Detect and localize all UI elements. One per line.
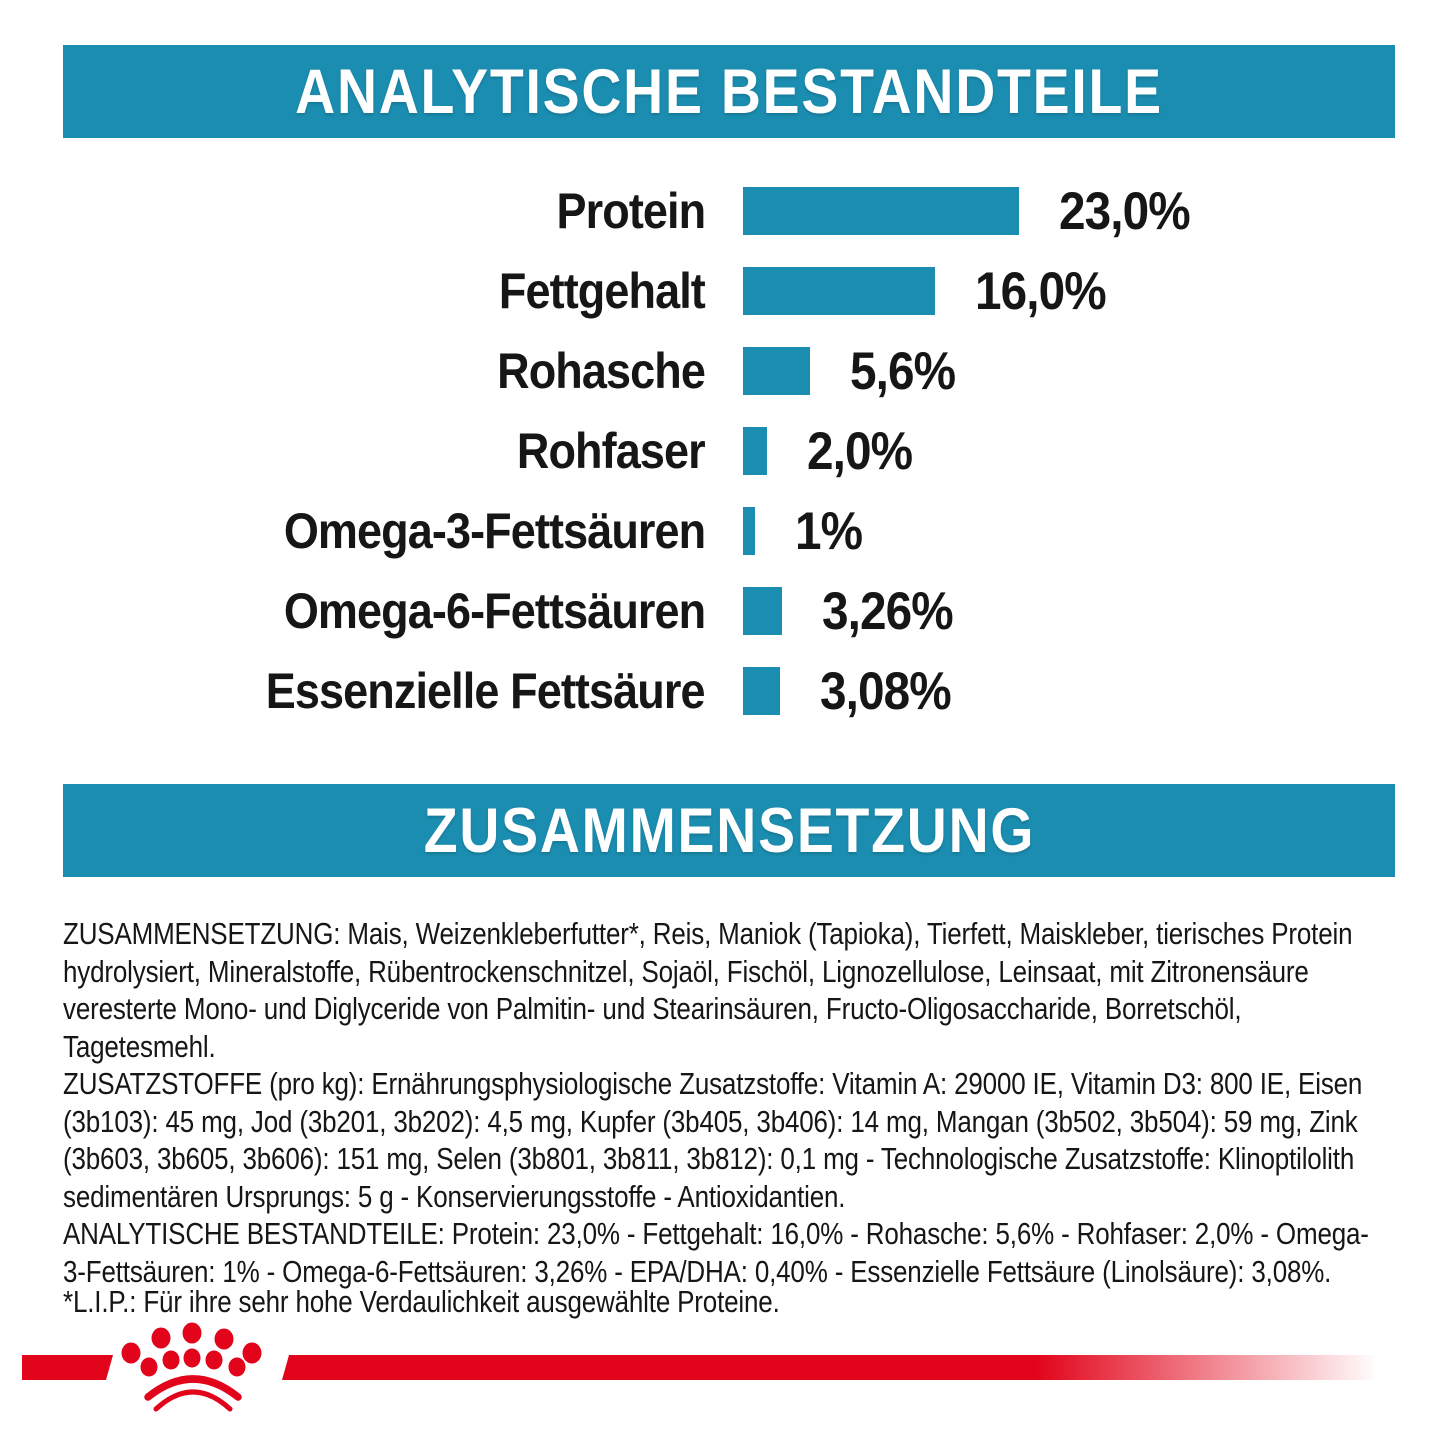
chart-bar: [743, 187, 1019, 235]
chart-bar: [743, 667, 780, 715]
chart-value-label: 16,0%: [975, 261, 1107, 321]
composition-banner: ZUSAMMENSETZUNG: [63, 784, 1395, 877]
zusatzstoffe-paragraph: ZUSATZSTOFFE (pro kg): Ernährungsphysiol…: [63, 1066, 1363, 1214]
chart-value-label: 1%: [795, 501, 863, 561]
chart-category-label: Fettgehalt: [498, 263, 706, 319]
analytical-constituents-banner: ANALYTISCHE BESTANDTEILE: [63, 45, 1395, 138]
nutrient-bar-chart: Protein 23,0% Fettgehalt 16,0% Rohasche …: [0, 171, 1445, 731]
brand-stripe-left: [22, 1355, 113, 1380]
chart-bar: [743, 507, 755, 555]
chart-value-label: 5,6%: [850, 341, 956, 401]
chart-bar: [743, 267, 935, 315]
chart-bar: [743, 347, 811, 395]
chart-row: Protein 23,0%: [0, 171, 1445, 251]
analytical-constituents-title: ANALYTISCHE BESTANDTEILE: [295, 56, 1163, 127]
chart-category-label: Essenzielle Fettsäure: [266, 663, 706, 719]
chart-row: Fettgehalt 16,0%: [0, 251, 1445, 331]
chart-value-label: 23,0%: [1059, 181, 1191, 241]
zusammensetzung-paragraph: ZUSAMMENSETZUNG: Mais, Weizenkleberfutte…: [63, 916, 1353, 1064]
chart-category-label: Omega-3-Fettsäuren: [283, 503, 706, 559]
chart-category-label: Protein: [556, 183, 706, 239]
chart-row: Essenzielle Fettsäure 3,08%: [0, 651, 1445, 731]
chart-value-label: 3,08%: [819, 661, 952, 721]
chart-bar: [743, 427, 767, 475]
analytische-bestandteile-paragraph: ANALYTISCHE BESTANDTEILE: Protein: 23,0%…: [63, 1216, 1369, 1289]
chart-category-label: Rohasche: [497, 343, 706, 399]
chart-category-label: Rohfaser: [517, 423, 706, 479]
chart-value-label: 3,26%: [822, 581, 954, 641]
chart-row: Omega-3-Fettsäuren 1%: [0, 491, 1445, 571]
chart-category-label: Omega-6-Fettsäuren: [283, 583, 706, 639]
chart-bar: [743, 587, 783, 635]
brand-stripe-right: [282, 1355, 1390, 1380]
chart-row: Omega-6-Fettsäuren 3,26%: [0, 571, 1445, 651]
composition-title: ZUSAMMENSETZUNG: [423, 795, 1035, 866]
chart-row: Rohfaser 2,0%: [0, 411, 1445, 491]
composition-text-block: ZUSAMMENSETZUNG: Mais, Weizenkleberfutte…: [63, 915, 1385, 1290]
lip-footnote: *L.I.P.: Für ihre sehr hohe Verdaulichke…: [63, 1284, 780, 1319]
chart-row: Rohasche 5,6%: [0, 331, 1445, 411]
royal-canin-crown-icon: [121, 1322, 262, 1412]
chart-value-label: 2,0%: [807, 421, 913, 481]
